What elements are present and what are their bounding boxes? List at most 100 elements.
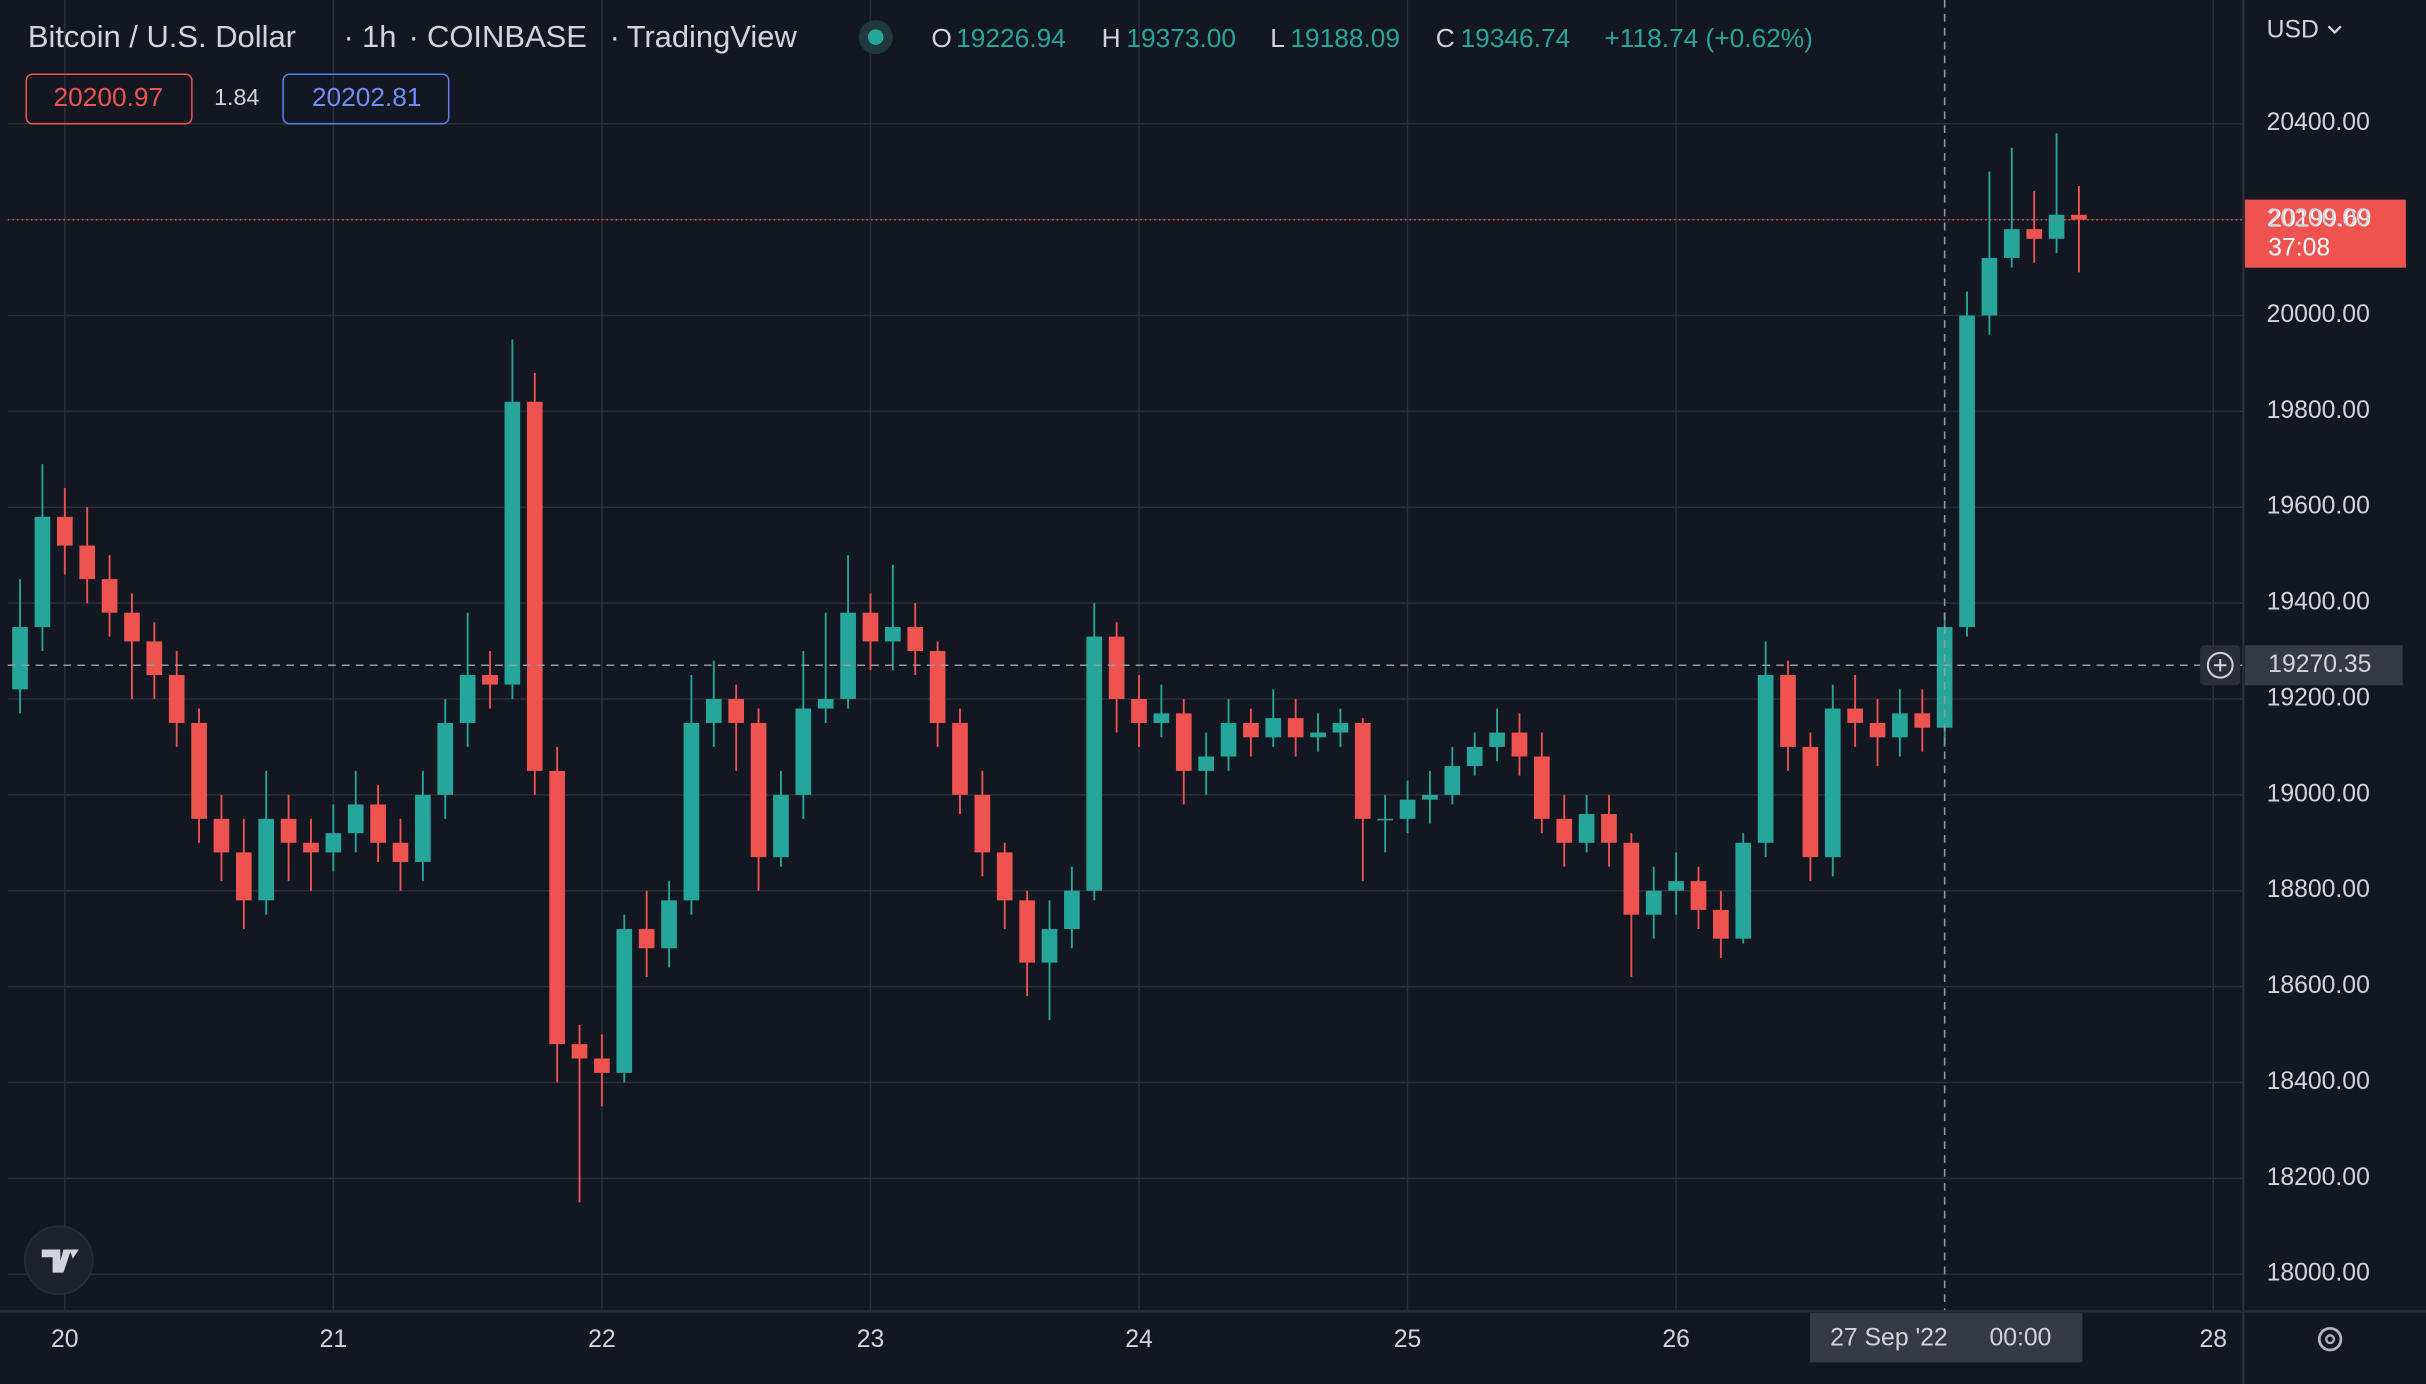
candle-body <box>1757 675 1774 843</box>
ohlc-value: 19346.74 <box>1461 23 1571 53</box>
candle-body <box>1556 818 1573 843</box>
candle-body <box>1690 881 1707 910</box>
candle-body <box>795 708 812 795</box>
spread: 1.84 <box>214 84 259 110</box>
candle-body <box>840 612 856 699</box>
last-price-box <box>2244 199 2406 268</box>
ask[interactable]: 20202.81 <box>312 82 422 112</box>
candle-body <box>1534 756 1550 819</box>
candle-body <box>1981 257 1998 316</box>
currency[interactable]: USD <box>2267 16 2319 43</box>
crosshair-price-box <box>2244 645 2403 686</box>
candle-body <box>34 516 51 628</box>
countdown: 37:08 <box>2268 235 2330 262</box>
separator: · <box>343 19 353 54</box>
candle-body <box>1310 732 1326 738</box>
candle-body <box>1869 722 1886 738</box>
crosshair-time: 00:00 <box>1990 1325 2052 1352</box>
candle-body <box>571 1044 588 1059</box>
exchange: COINBASE <box>427 19 587 54</box>
y-tick-label: 19400.00 <box>2267 589 2370 616</box>
candle-body <box>526 401 543 771</box>
y-tick-label: 19600.00 <box>2267 493 2370 520</box>
add-alert-plus <box>2214 659 2227 672</box>
market-status-dot <box>867 29 884 45</box>
y-tick-label: 20000.00 <box>2267 301 2370 328</box>
y-tick-label: 19000.00 <box>2267 780 2370 807</box>
currency-caret[interactable] <box>2327 25 2342 35</box>
candle-body <box>1422 794 1438 800</box>
candle-body <box>1108 636 1125 699</box>
change: +118.74 (+0.62%) <box>1604 23 1813 53</box>
candle-body <box>1578 814 1595 843</box>
candle-body <box>482 675 498 685</box>
candle-body <box>1377 818 1394 821</box>
candle-body <box>773 794 789 858</box>
candle-body <box>1332 722 1349 733</box>
candle-body <box>885 627 901 642</box>
candle-body <box>1914 713 1931 728</box>
candle-body <box>1511 732 1528 757</box>
candle-body <box>2048 214 2065 239</box>
candle-body <box>683 722 700 901</box>
candle-body <box>124 612 140 642</box>
candle-body <box>929 651 946 723</box>
candle-body <box>1466 746 1483 767</box>
separator: · <box>408 19 418 54</box>
ohlc-label: O <box>931 23 951 53</box>
candle-body <box>1243 722 1259 738</box>
candle-body <box>1892 713 1908 738</box>
last-price-label: 20199.69 <box>2268 205 2371 232</box>
candle-body <box>2003 229 2020 258</box>
y-tick-label: 19800.00 <box>2267 397 2370 424</box>
candle-body <box>168 675 185 723</box>
candle-body <box>12 627 28 690</box>
y-tick-label: 18400.00 <box>2267 1068 2370 1095</box>
candle-body <box>907 627 924 652</box>
header: Bitcoin / U.S. Dollar · 1h · COINBASE · … <box>25 19 1813 125</box>
candle-body <box>1623 842 1640 915</box>
candle-body <box>750 722 767 858</box>
crosshair-date: 27 Sep '22 <box>1830 1325 1948 1352</box>
y-tick-label: 18200.00 <box>2267 1164 2370 1191</box>
add-alert-icon <box>2206 651 2234 679</box>
candle-body <box>236 852 252 901</box>
candle-body <box>101 579 118 613</box>
ohlc-value: 19226.94 <box>956 23 1066 53</box>
candle-body <box>1645 890 1662 915</box>
settings[interactable] <box>2317 1326 2343 1352</box>
candle-body <box>952 722 968 795</box>
x-tick-label: 21 <box>320 1326 348 1353</box>
candle-body <box>862 612 879 642</box>
x-tick-label: 28 <box>2199 1326 2227 1353</box>
candle-body <box>996 852 1013 901</box>
interval: 1h <box>362 19 396 54</box>
candle-body <box>213 818 230 853</box>
candle-body <box>1198 756 1214 771</box>
candle-body <box>415 794 431 862</box>
candle-body <box>1824 708 1841 858</box>
candle-body <box>1153 713 1170 723</box>
candle-body <box>392 842 409 862</box>
x-tick-label: 24 <box>1125 1326 1153 1353</box>
buy-button[interactable] <box>282 73 450 125</box>
sell-button[interactable] <box>25 73 193 125</box>
x-tick-label: 22 <box>588 1326 616 1353</box>
candle-body <box>1019 900 1035 963</box>
candle-body <box>2026 229 2043 239</box>
settings-gear[interactable] <box>2317 1326 2343 1352</box>
candle-body <box>705 698 722 723</box>
ohlc-label: C <box>1436 23 1455 53</box>
candle-body <box>79 545 96 580</box>
candle-body <box>616 929 633 1073</box>
candle-body <box>594 1058 610 1073</box>
candle-body <box>1220 722 1237 757</box>
bid[interactable]: 20200.97 <box>53 82 163 112</box>
candle-body <box>661 900 677 949</box>
candle-body <box>1802 746 1819 858</box>
y-tick-label: 20400.00 <box>2267 109 2370 136</box>
candle-body <box>191 722 207 819</box>
ohlc-value: 19188.09 <box>1290 23 1400 53</box>
candle-body <box>2071 214 2087 220</box>
